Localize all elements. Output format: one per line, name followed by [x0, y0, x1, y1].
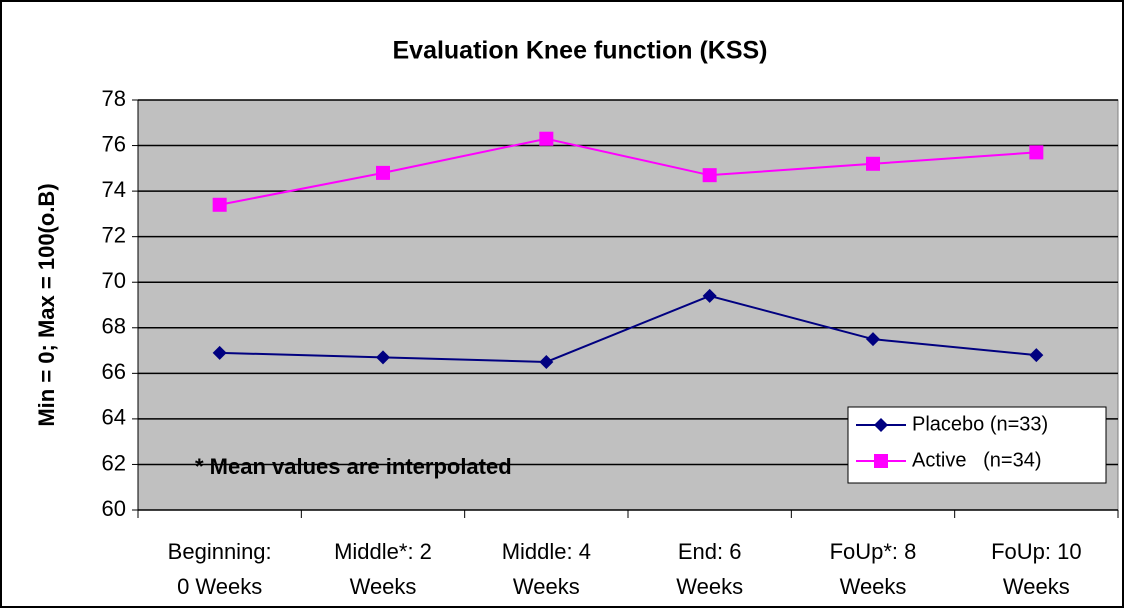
y-tick-label: 76	[102, 131, 126, 156]
series-line	[219, 294, 1037, 363]
y-axis-label: Min = 0; Max = 100(o.B)	[34, 183, 59, 426]
y-tick-label: 72	[102, 222, 126, 247]
marker	[1029, 145, 1044, 160]
marker	[866, 332, 880, 347]
marker	[1029, 348, 1044, 363]
marker	[874, 418, 888, 432]
y-tick-label: 78	[102, 86, 126, 111]
chart-title: Evaluation Knee function (KSS)	[392, 37, 767, 65]
y-tick-label: 66	[102, 359, 126, 384]
y-tick-label: 60	[102, 496, 126, 521]
marker	[539, 131, 554, 146]
marker	[866, 156, 880, 171]
y-tick-label: 68	[102, 314, 126, 339]
legend-label: Placebo (n=33)	[912, 413, 1048, 435]
x-tick-label: FoUp*: 8 Weeks	[830, 539, 917, 599]
marker	[212, 197, 227, 212]
marker	[212, 345, 227, 360]
x-tick-label: FoUp: 10 Weeks	[991, 539, 1082, 599]
marker	[702, 288, 717, 303]
y-tick-label: 74	[102, 177, 126, 202]
series-line	[219, 137, 1037, 206]
marker	[539, 354, 554, 369]
marker	[702, 168, 717, 183]
x-tick-label: Beginning: 0 Weeks	[168, 539, 272, 599]
marker	[376, 165, 390, 180]
x-tick-label: Middle*: 2 Weeks	[334, 539, 432, 599]
legend: Placebo (n=33) Active (n=34)	[847, 406, 1107, 484]
x-tick-label: End: 6 Weeks	[676, 539, 743, 599]
y-tick-label: 62	[102, 450, 126, 475]
legend-label: Active (n=34)	[912, 449, 1042, 471]
x-tick-label: Middle: 4 Weeks	[502, 539, 591, 599]
marker	[376, 350, 390, 365]
marker	[874, 454, 888, 468]
legend-box	[847, 406, 1107, 484]
y-tick-label: 64	[102, 405, 126, 430]
annotation: * Mean values are interpolated	[195, 454, 512, 479]
y-tick-label: 70	[102, 268, 126, 293]
